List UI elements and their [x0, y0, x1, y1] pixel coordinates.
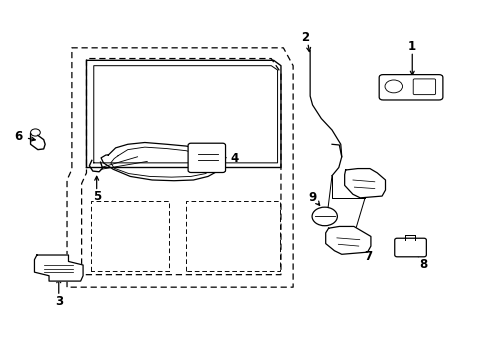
Text: 3: 3	[55, 295, 62, 308]
FancyBboxPatch shape	[412, 79, 435, 95]
Text: 4: 4	[230, 152, 239, 165]
FancyBboxPatch shape	[394, 238, 426, 257]
Text: 1: 1	[407, 40, 415, 53]
Polygon shape	[325, 226, 370, 254]
Polygon shape	[34, 255, 83, 281]
Text: 7: 7	[364, 250, 372, 263]
Text: 2: 2	[301, 31, 309, 44]
Text: 9: 9	[308, 191, 316, 204]
Text: 6: 6	[14, 130, 22, 143]
Text: 5: 5	[92, 190, 101, 203]
Polygon shape	[344, 168, 385, 198]
Text: 8: 8	[418, 258, 427, 271]
FancyBboxPatch shape	[378, 75, 442, 100]
FancyBboxPatch shape	[188, 143, 225, 172]
